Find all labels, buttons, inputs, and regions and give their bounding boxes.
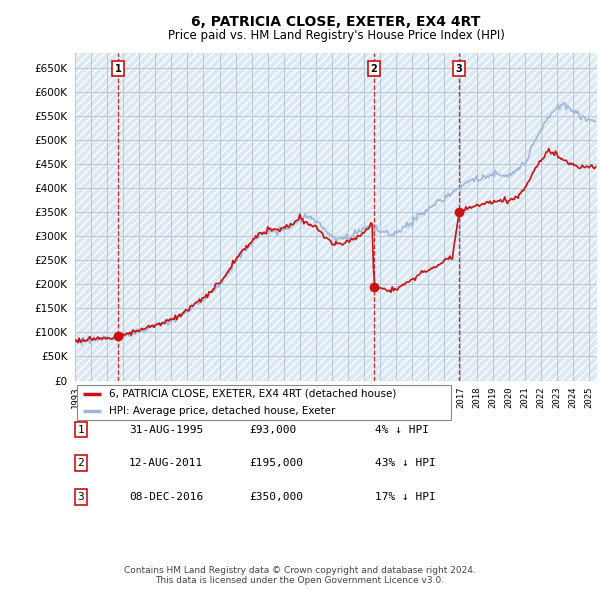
Text: 6, PATRICIA CLOSE, EXETER, EX4 4RT: 6, PATRICIA CLOSE, EXETER, EX4 4RT <box>191 15 481 29</box>
Text: 2: 2 <box>371 64 377 74</box>
Text: 1: 1 <box>77 425 85 434</box>
Text: 4% ↓ HPI: 4% ↓ HPI <box>375 425 429 434</box>
Text: Contains HM Land Registry data © Crown copyright and database right 2024.: Contains HM Land Registry data © Crown c… <box>124 566 476 575</box>
Text: HPI: Average price, detached house, Exeter: HPI: Average price, detached house, Exet… <box>109 407 335 417</box>
Text: 12-AUG-2011: 12-AUG-2011 <box>129 458 203 468</box>
Text: This data is licensed under the Open Government Licence v3.0.: This data is licensed under the Open Gov… <box>155 576 445 585</box>
Text: 1: 1 <box>115 64 121 74</box>
FancyBboxPatch shape <box>77 385 451 420</box>
Text: 08-DEC-2016: 08-DEC-2016 <box>129 492 203 502</box>
Text: 17% ↓ HPI: 17% ↓ HPI <box>375 492 436 502</box>
Text: 31-AUG-1995: 31-AUG-1995 <box>129 425 203 434</box>
Text: £93,000: £93,000 <box>249 425 296 434</box>
Text: 6, PATRICIA CLOSE, EXETER, EX4 4RT (detached house): 6, PATRICIA CLOSE, EXETER, EX4 4RT (deta… <box>109 389 397 399</box>
Text: Price paid vs. HM Land Registry's House Price Index (HPI): Price paid vs. HM Land Registry's House … <box>167 30 505 42</box>
Text: 3: 3 <box>456 64 463 74</box>
Text: £350,000: £350,000 <box>249 492 303 502</box>
Text: 2: 2 <box>77 458 85 468</box>
Text: 43% ↓ HPI: 43% ↓ HPI <box>375 458 436 468</box>
Text: 3: 3 <box>77 492 85 502</box>
Text: £195,000: £195,000 <box>249 458 303 468</box>
